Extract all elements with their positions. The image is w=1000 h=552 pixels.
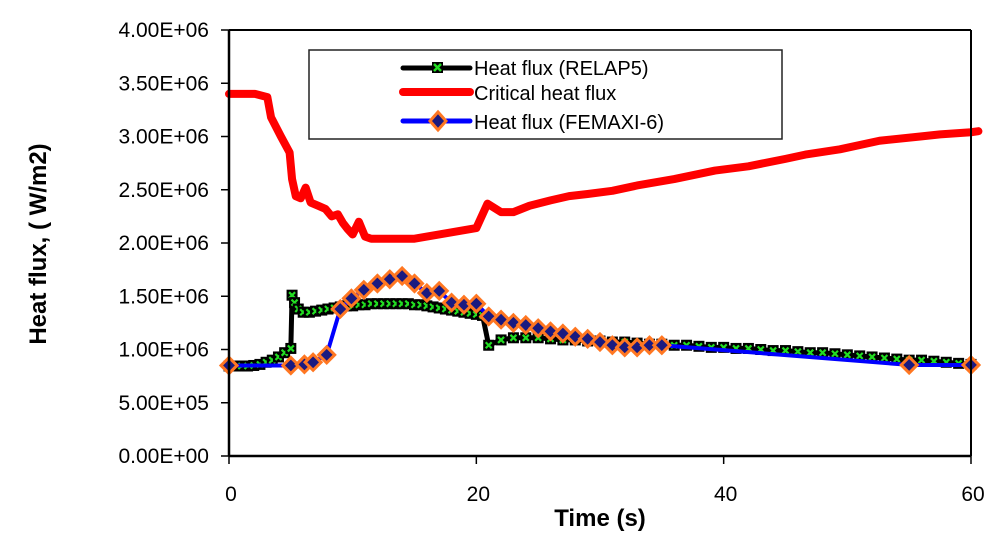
marker-x	[509, 334, 518, 342]
marker-x	[794, 347, 802, 356]
data-point	[916, 354, 928, 366]
y-tick-label: 3.00E+06	[118, 126, 209, 149]
data-point	[503, 312, 524, 333]
legend: Heat flux (RELAP5) Critical heat flux He…	[308, 49, 783, 140]
legend-label-chf: Critical heat flux	[474, 83, 616, 105]
data-point	[651, 335, 672, 356]
data-point	[341, 288, 362, 309]
data-point	[565, 326, 586, 347]
marker-x	[522, 334, 530, 342]
data-point	[528, 318, 549, 339]
marker-x	[893, 355, 901, 363]
data-point	[466, 293, 487, 314]
data-point	[330, 298, 351, 320]
series-heat-flux-relap5	[223, 289, 977, 372]
y-axis-title: Heat flux, ( W/m2)	[25, 143, 52, 344]
marker-x	[917, 356, 926, 364]
data-point	[780, 345, 791, 357]
marker-x	[781, 346, 790, 355]
marker-x	[497, 336, 505, 344]
data-point	[540, 321, 561, 342]
tick-group: 0.00E+00 5.00E+05 1.00E+06 1.50E+06 2.00E+06…	[118, 19, 984, 506]
y-tick-label: 4.00E+06	[118, 19, 209, 42]
data-point	[841, 349, 853, 361]
data-point	[878, 352, 890, 364]
data-point	[285, 342, 297, 354]
data-point	[891, 353, 903, 365]
data-point	[316, 344, 337, 365]
legend-label-femaxi: Heat flux (FEMAXI-6)	[474, 112, 664, 134]
y-tick-label: 3.50E+06	[118, 72, 209, 95]
marker-x	[831, 349, 839, 358]
marker-x	[287, 344, 295, 353]
data-point	[483, 339, 495, 351]
legend-diamond-icon	[427, 109, 449, 133]
x-tick-label: 20	[467, 483, 490, 506]
data-point	[507, 332, 519, 344]
marker-x	[880, 354, 889, 362]
legend-box	[308, 49, 783, 140]
y-tick-label: 1.00E+06	[118, 339, 209, 362]
marker-x	[484, 341, 493, 350]
legend-x-icon	[433, 63, 442, 72]
marker-x	[868, 353, 876, 361]
data-point	[490, 309, 512, 330]
data-point	[899, 354, 920, 376]
x-tick-label: 0	[225, 483, 237, 506]
data-point	[495, 334, 507, 346]
data-point	[866, 351, 878, 363]
marker-x	[818, 348, 827, 357]
series-heat-flux-femaxi-6	[218, 265, 982, 376]
data-point	[854, 350, 866, 362]
series-line	[225, 89, 983, 243]
y-tick-label: 2.50E+06	[118, 179, 209, 202]
y-tick-label: 5.00E+05	[118, 392, 209, 415]
data-point	[792, 346, 804, 358]
x-tick-label: 40	[714, 483, 737, 506]
data-point	[441, 292, 462, 313]
data-point	[804, 347, 816, 359]
plot-area	[218, 89, 983, 376]
x-axis-title: Time (s)	[554, 505, 646, 532]
legend-label-relap5: Heat flux (RELAP5)	[474, 58, 649, 80]
y-tick-label: 2.00E+06	[118, 232, 209, 255]
data-point	[829, 348, 841, 360]
data-point	[353, 279, 374, 300]
data-point	[392, 265, 413, 287]
data-point	[602, 335, 623, 356]
legend-item-chf: Critical heat flux	[399, 83, 616, 105]
data-point	[817, 347, 829, 359]
marker-x	[843, 351, 852, 359]
marker-x	[855, 352, 864, 360]
data-point	[429, 280, 450, 302]
y-tick-label: 0.00E+00	[118, 445, 209, 468]
series-critical-heat-flux	[225, 89, 983, 243]
data-point	[404, 273, 425, 294]
data-point	[520, 332, 532, 344]
y-tick-label: 1.50E+06	[118, 285, 209, 308]
legend-item-femaxi: Heat flux (FEMAXI-6)	[400, 109, 664, 134]
legend-item-relap5: Heat flux (RELAP5)	[400, 58, 649, 80]
x-tick-label: 60	[961, 483, 984, 506]
data-point	[302, 352, 324, 373]
marker-x	[806, 348, 815, 357]
